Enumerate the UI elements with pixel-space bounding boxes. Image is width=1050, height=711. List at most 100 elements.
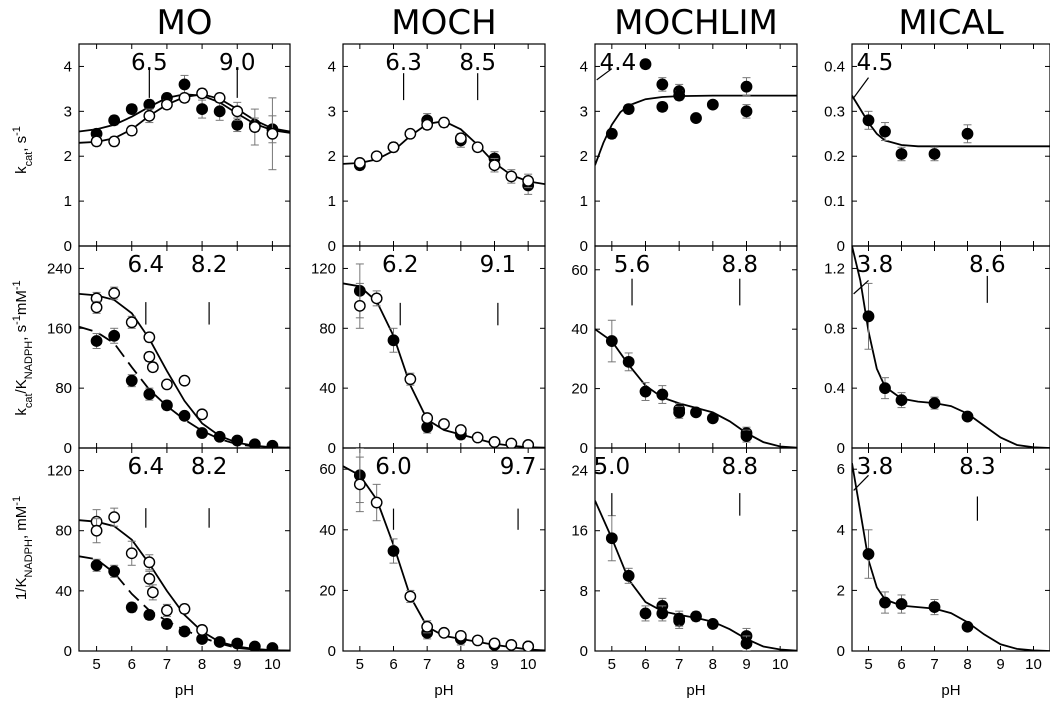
data-point-open	[488, 159, 501, 172]
plot-area	[852, 462, 1050, 651]
data-point-open	[143, 572, 156, 585]
y-tick-label: 0	[64, 440, 72, 457]
data-point-filled	[266, 439, 279, 448]
y-tick-label: 60	[319, 461, 336, 478]
data-point-filled	[895, 148, 908, 160]
data-point-open	[196, 87, 208, 100]
data-point-open	[108, 135, 121, 148]
x-tick-label: 8	[457, 656, 465, 673]
data-point-open	[421, 620, 434, 633]
plot-area	[343, 263, 545, 448]
pka-label: 6.4	[128, 454, 165, 480]
data-point-filled	[706, 98, 719, 111]
plot-area	[79, 286, 290, 448]
data-point-filled	[961, 410, 974, 423]
plot-area	[79, 74, 290, 171]
fit-curve	[595, 94, 797, 166]
y-tick-label: 2	[580, 148, 588, 165]
y-tick-label: 80	[319, 320, 336, 337]
plot-area	[343, 113, 545, 195]
subplot-row-2: 0 0.4 0.8 1.2 3.8 8.6	[824, 245, 1050, 457]
data-point-filled	[90, 335, 103, 347]
data-point-filled	[143, 98, 156, 111]
y-tick-label: 80	[55, 523, 72, 540]
subplot-row-1: 0 0.1 0.2 0.3 0.4 4.5	[824, 43, 1050, 255]
plot-area	[852, 246, 1050, 448]
pka-label: 6.4	[128, 252, 165, 278]
data-point-open	[353, 299, 366, 312]
y-tick-label: 0.8	[824, 320, 845, 337]
y-tick-label: 6	[837, 461, 845, 478]
data-point-open	[522, 439, 535, 448]
pka-label: 6.3	[385, 50, 422, 76]
y-tick-label: 0.2	[824, 148, 845, 165]
data-point-open	[505, 639, 518, 651]
subplot-row-2: 0 20 40 60 5.6 8.8	[571, 245, 798, 457]
data-point-open	[125, 124, 138, 137]
data-point-filled	[196, 103, 208, 115]
data-point-open	[404, 127, 417, 140]
data-point-filled	[387, 334, 400, 347]
data-point-open	[370, 292, 383, 305]
panel-mochlim: MOCHLIM 0 1 2 3 4 4.4 0 20 40 60 5.6 8.8 0 8 16 24 5.0 8.8…	[571, 3, 798, 699]
data-point-filled	[690, 112, 702, 124]
x-tick-label: 9	[490, 656, 498, 673]
pka-label: 5.0	[594, 454, 631, 480]
data-point-filled	[961, 127, 974, 140]
data-point-filled	[178, 409, 191, 422]
y-tick-label: 0	[837, 440, 845, 457]
data-point-filled	[862, 114, 875, 127]
data-point-filled	[125, 601, 138, 614]
y-tick-label: 0	[580, 440, 588, 457]
y-tick-label: 1	[64, 193, 72, 210]
y-tick-label: 1	[328, 193, 336, 210]
x-axis-title: pH	[175, 682, 194, 699]
x-tick-label: 10	[1025, 656, 1042, 673]
data-point-filled	[248, 438, 261, 448]
plot-area	[595, 58, 797, 166]
data-point-filled	[125, 103, 138, 115]
data-point-filled	[178, 78, 191, 91]
x-axis-title: pH	[686, 682, 705, 699]
x-tick-label: 10	[772, 656, 789, 673]
subplot-row-2: 0 40 80 120 6.2 9.1	[311, 245, 546, 457]
y-tick-label: 0	[328, 238, 336, 255]
data-point-open	[146, 586, 159, 599]
y-tick-label: 40	[319, 380, 336, 397]
x-tick-label: 6	[128, 656, 136, 673]
subplot-row-1: 0 1 2 3 4 6.3 8.5	[328, 43, 546, 255]
y-tick-label: 2	[64, 148, 72, 165]
data-point-filled	[622, 355, 635, 368]
x-tick-label: 5	[864, 656, 872, 673]
panel-title: MO	[156, 3, 212, 43]
panel-moch: MOCH 0 1 2 3 4 6.3 8.5 0 40 80 120 6.2 9.1 0 20 40 60 6.0 9…	[311, 3, 546, 699]
data-point-filled	[862, 310, 875, 323]
data-point-filled	[673, 89, 686, 102]
plot-area	[79, 507, 290, 651]
x-tick-label: 9	[233, 656, 241, 673]
pka-label: 5.6	[614, 252, 651, 278]
data-point-filled	[928, 601, 941, 613]
y-tick-label: 0	[837, 238, 845, 255]
data-point-filled	[656, 78, 669, 91]
y-tick-label: 2	[837, 582, 845, 599]
data-point-filled	[605, 127, 618, 140]
pka-leader-line	[853, 474, 869, 491]
data-point-open	[161, 98, 173, 111]
x-axis-title: pH	[941, 682, 960, 699]
y-tick-label: 3	[328, 103, 336, 120]
data-point-open	[488, 436, 501, 448]
fit-curve-dashed	[79, 325, 290, 448]
data-point-filled	[862, 548, 875, 560]
data-point-filled	[961, 620, 974, 633]
data-point-filled	[928, 397, 941, 410]
x-tick-label: 6	[389, 656, 397, 673]
plot-area	[595, 500, 797, 651]
data-point-filled	[213, 636, 226, 648]
data-point-open	[248, 121, 261, 133]
y-tick-label: 4	[64, 58, 72, 75]
data-point-filled	[231, 434, 244, 447]
y-tick-label: 240	[47, 260, 72, 277]
data-point-filled	[740, 430, 753, 443]
data-point-open	[90, 301, 103, 314]
